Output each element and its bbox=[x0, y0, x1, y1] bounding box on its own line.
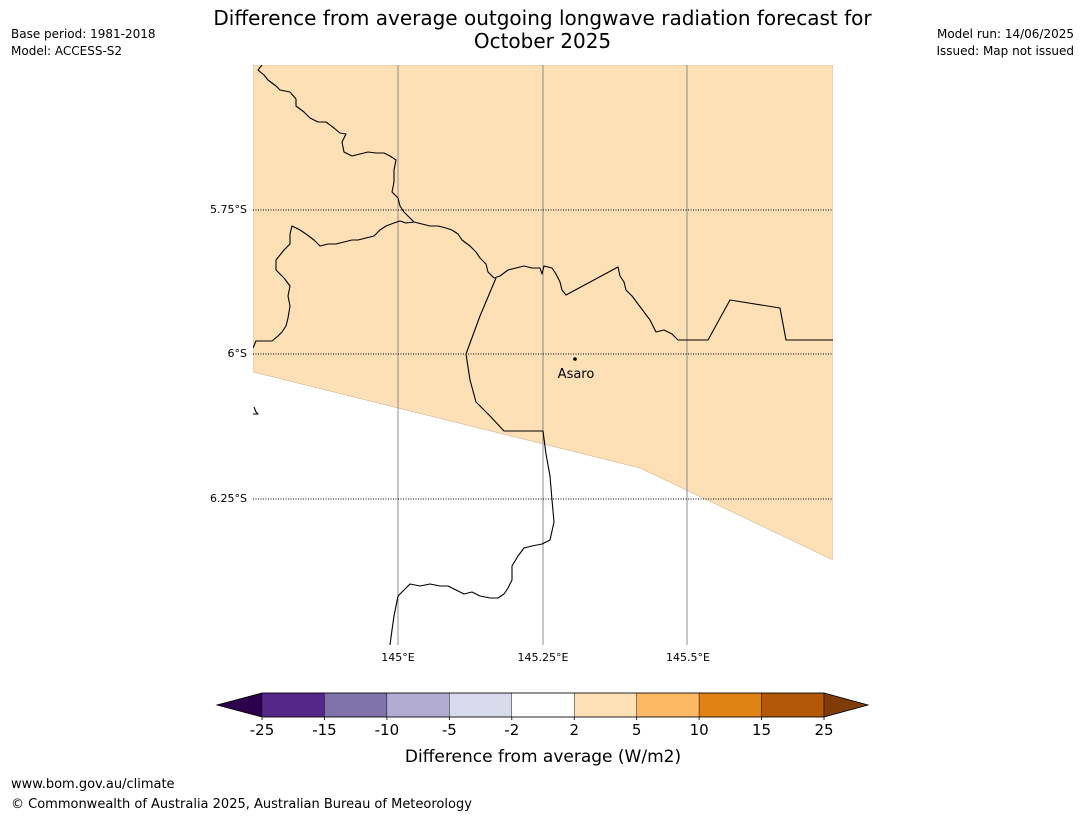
colorbar-tick-label: -2 bbox=[504, 721, 519, 739]
colorbar-extend-max bbox=[823, 692, 869, 718]
lon-label-145: 145°E bbox=[381, 651, 414, 664]
colorbar-tick-label: -25 bbox=[250, 721, 275, 739]
colorbar-extend-min bbox=[216, 692, 263, 718]
lat-label-5-75: 5.75°S bbox=[210, 203, 247, 216]
colorbar-segment bbox=[698, 692, 762, 718]
colorbar-segment bbox=[761, 692, 825, 718]
lat-label-6: 6°S bbox=[228, 347, 247, 360]
boundary-fragment bbox=[253, 406, 259, 415]
lon-label-145-5: 145.5°E bbox=[666, 651, 710, 664]
issued-text: Issued: Map not issued bbox=[936, 44, 1074, 58]
asaro-label: Asaro bbox=[558, 367, 595, 382]
colorbar-segment bbox=[449, 692, 512, 718]
model-text: Model: ACCESS-S2 bbox=[11, 44, 123, 58]
colorbar-segment bbox=[324, 692, 388, 718]
province-boundaries bbox=[253, 65, 833, 645]
footer-url: www.bom.gov.au/climate bbox=[11, 777, 175, 792]
colorbar-segment bbox=[386, 692, 450, 718]
colorbar-label: Difference from average (W/m2) bbox=[405, 747, 681, 767]
colorbar-segment bbox=[511, 692, 575, 718]
lon-label-145-25: 145.25°E bbox=[518, 651, 569, 664]
title-line-1: Difference from average outgoing longwav… bbox=[213, 6, 872, 30]
colorbar-tick-label: 15 bbox=[752, 721, 771, 739]
title-line-2: October 2025 bbox=[473, 29, 612, 53]
colorbar-segment bbox=[636, 692, 700, 718]
model-run-text: Model run: 14/06/2025 bbox=[936, 27, 1074, 41]
lat-label-6-25: 6.25°S bbox=[210, 492, 247, 505]
colorbar-segment bbox=[574, 692, 637, 718]
colorbar-tick-label: 2 bbox=[569, 721, 579, 739]
colorbar-segment bbox=[261, 692, 325, 718]
colorbar-tick-label: 25 bbox=[814, 721, 833, 739]
boundary-central bbox=[413, 221, 833, 341]
right-metadata: Model run: 14/06/2025 Issued: Map not is… bbox=[936, 26, 1074, 60]
footer: www.bom.gov.au/climate © Commonwealth of… bbox=[11, 775, 472, 815]
colorbar-tick-label: -10 bbox=[375, 721, 400, 739]
map-title: Difference from average outgoing longwav… bbox=[0, 7, 1085, 53]
boundary-north bbox=[253, 65, 415, 349]
colorbar-tick-label: -5 bbox=[442, 721, 457, 739]
map-panel: Asaro bbox=[253, 65, 833, 645]
colorbar-tick-label: 5 bbox=[632, 721, 642, 739]
asaro-marker bbox=[573, 357, 577, 361]
colorbar: -25 -15 -10 -5 -2 2 5 10 15 25 bbox=[215, 692, 870, 739]
colorbar-tick-label: 10 bbox=[690, 721, 709, 739]
footer-copyright: © Commonwealth of Australia 2025, Austra… bbox=[11, 797, 472, 812]
left-metadata: Base period: 1981-2018 Model: ACCESS-S2 bbox=[11, 26, 156, 60]
colorbar-tick-label: -15 bbox=[312, 721, 337, 739]
base-period-text: Base period: 1981-2018 bbox=[11, 27, 156, 41]
boundary-south bbox=[389, 277, 555, 645]
